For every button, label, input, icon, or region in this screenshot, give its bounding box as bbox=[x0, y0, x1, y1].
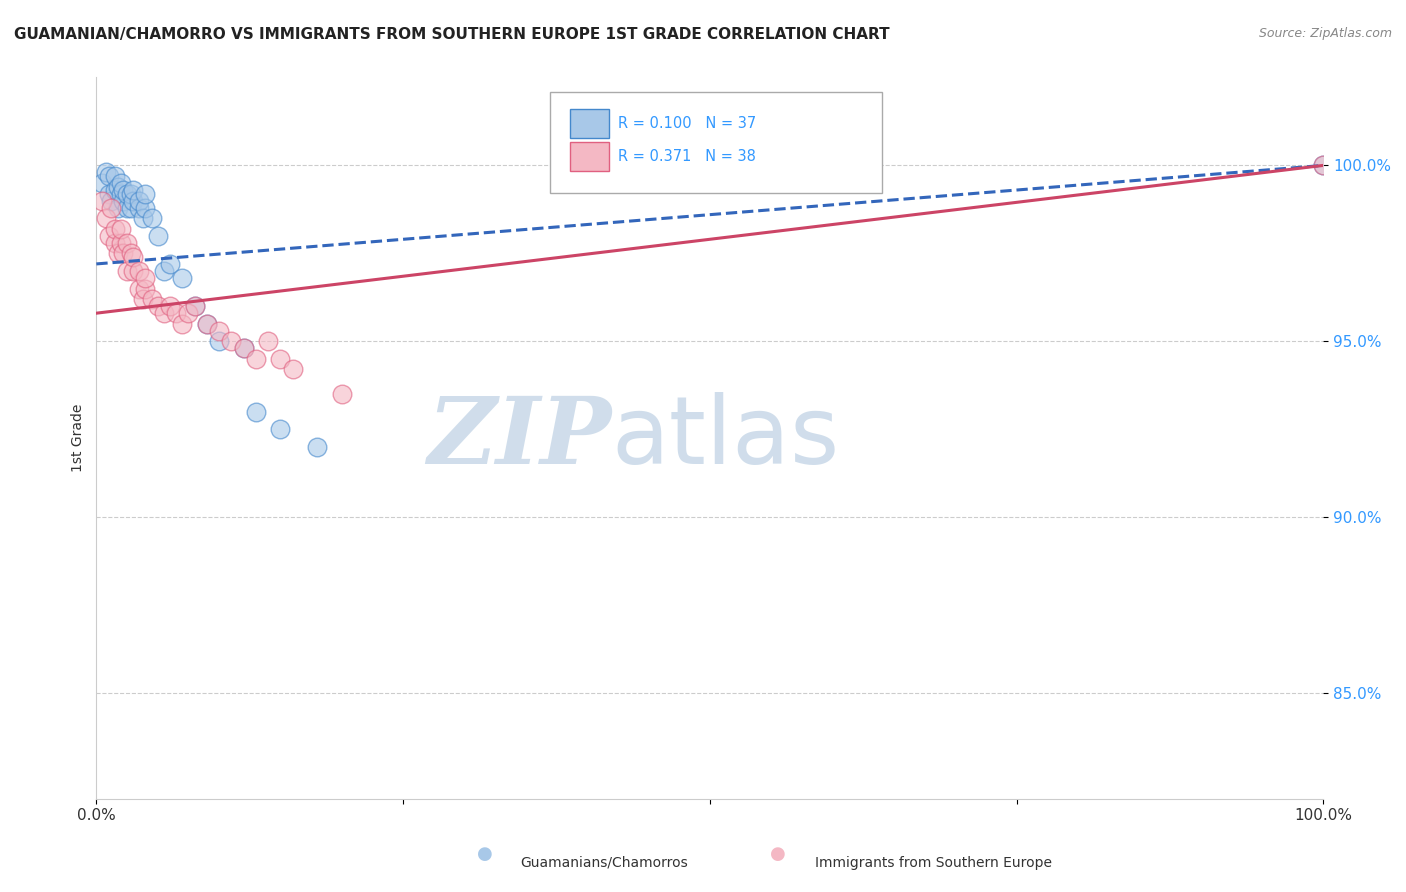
Point bbox=[122, 183, 145, 197]
Point bbox=[128, 264, 150, 278]
Point bbox=[110, 221, 132, 235]
Point bbox=[134, 271, 156, 285]
Point bbox=[1312, 158, 1334, 172]
Text: ZIP: ZIP bbox=[427, 393, 612, 483]
Point bbox=[107, 179, 129, 194]
Point bbox=[195, 317, 218, 331]
Point bbox=[330, 387, 353, 401]
Point bbox=[107, 201, 129, 215]
Point bbox=[141, 211, 163, 226]
Point bbox=[134, 281, 156, 295]
Text: ●: ● bbox=[477, 845, 494, 863]
FancyBboxPatch shape bbox=[550, 92, 882, 193]
Point bbox=[269, 351, 291, 366]
Point bbox=[208, 324, 231, 338]
Point bbox=[112, 246, 135, 260]
Point bbox=[195, 317, 218, 331]
Point bbox=[115, 264, 138, 278]
Point bbox=[153, 306, 176, 320]
Point bbox=[107, 246, 129, 260]
Text: Immigrants from Southern Europe: Immigrants from Southern Europe bbox=[815, 855, 1053, 870]
FancyBboxPatch shape bbox=[569, 143, 609, 171]
Point bbox=[122, 264, 145, 278]
Point bbox=[134, 201, 156, 215]
Point bbox=[110, 186, 132, 201]
Point bbox=[112, 194, 135, 208]
Point bbox=[96, 165, 118, 179]
Text: GUAMANIAN/CHAMORRO VS IMMIGRANTS FROM SOUTHERN EUROPE 1ST GRADE CORRELATION CHAR: GUAMANIAN/CHAMORRO VS IMMIGRANTS FROM SO… bbox=[14, 27, 890, 42]
Point bbox=[221, 334, 243, 349]
Point bbox=[281, 362, 304, 376]
Point bbox=[177, 306, 200, 320]
Point bbox=[183, 299, 205, 313]
Text: R = 0.371   N = 38: R = 0.371 N = 38 bbox=[617, 149, 755, 164]
Point bbox=[245, 351, 267, 366]
Point bbox=[104, 183, 127, 197]
Point bbox=[104, 221, 127, 235]
Point bbox=[134, 186, 156, 201]
FancyBboxPatch shape bbox=[569, 109, 609, 138]
Point bbox=[1312, 158, 1334, 172]
Point bbox=[159, 299, 181, 313]
Point bbox=[232, 342, 254, 356]
Point bbox=[172, 317, 194, 331]
Point bbox=[97, 186, 120, 201]
Point bbox=[96, 211, 118, 226]
Point bbox=[165, 306, 187, 320]
Text: Source: ZipAtlas.com: Source: ZipAtlas.com bbox=[1258, 27, 1392, 40]
Point bbox=[91, 194, 114, 208]
Point bbox=[100, 194, 122, 208]
Point bbox=[307, 440, 329, 454]
Point bbox=[153, 264, 176, 278]
Point bbox=[128, 194, 150, 208]
Point bbox=[128, 201, 150, 215]
Point bbox=[97, 228, 120, 243]
Point bbox=[146, 228, 169, 243]
Point bbox=[120, 246, 142, 260]
Point bbox=[104, 169, 127, 183]
Point bbox=[97, 169, 120, 183]
Point bbox=[132, 211, 155, 226]
Point bbox=[120, 201, 142, 215]
Point bbox=[115, 235, 138, 250]
Point bbox=[115, 186, 138, 201]
Point bbox=[245, 405, 267, 419]
Text: R = 0.100   N = 37: R = 0.100 N = 37 bbox=[617, 116, 756, 131]
Point bbox=[269, 422, 291, 436]
Point bbox=[122, 194, 145, 208]
Point bbox=[100, 201, 122, 215]
Text: Guamanians/Chamorros: Guamanians/Chamorros bbox=[520, 855, 688, 870]
Point bbox=[208, 334, 231, 349]
Point bbox=[110, 235, 132, 250]
Point bbox=[257, 334, 280, 349]
Point bbox=[91, 176, 114, 190]
Point bbox=[115, 201, 138, 215]
Point bbox=[159, 257, 181, 271]
Point bbox=[172, 271, 194, 285]
Point bbox=[128, 281, 150, 295]
Point bbox=[132, 292, 155, 306]
Y-axis label: 1st Grade: 1st Grade bbox=[72, 404, 86, 472]
Point bbox=[146, 299, 169, 313]
Point bbox=[232, 342, 254, 356]
Text: ●: ● bbox=[769, 845, 786, 863]
Point bbox=[112, 183, 135, 197]
Point bbox=[141, 292, 163, 306]
Point bbox=[120, 186, 142, 201]
Text: atlas: atlas bbox=[612, 392, 839, 484]
Point bbox=[183, 299, 205, 313]
Point bbox=[104, 235, 127, 250]
Point bbox=[122, 250, 145, 264]
Point bbox=[110, 176, 132, 190]
